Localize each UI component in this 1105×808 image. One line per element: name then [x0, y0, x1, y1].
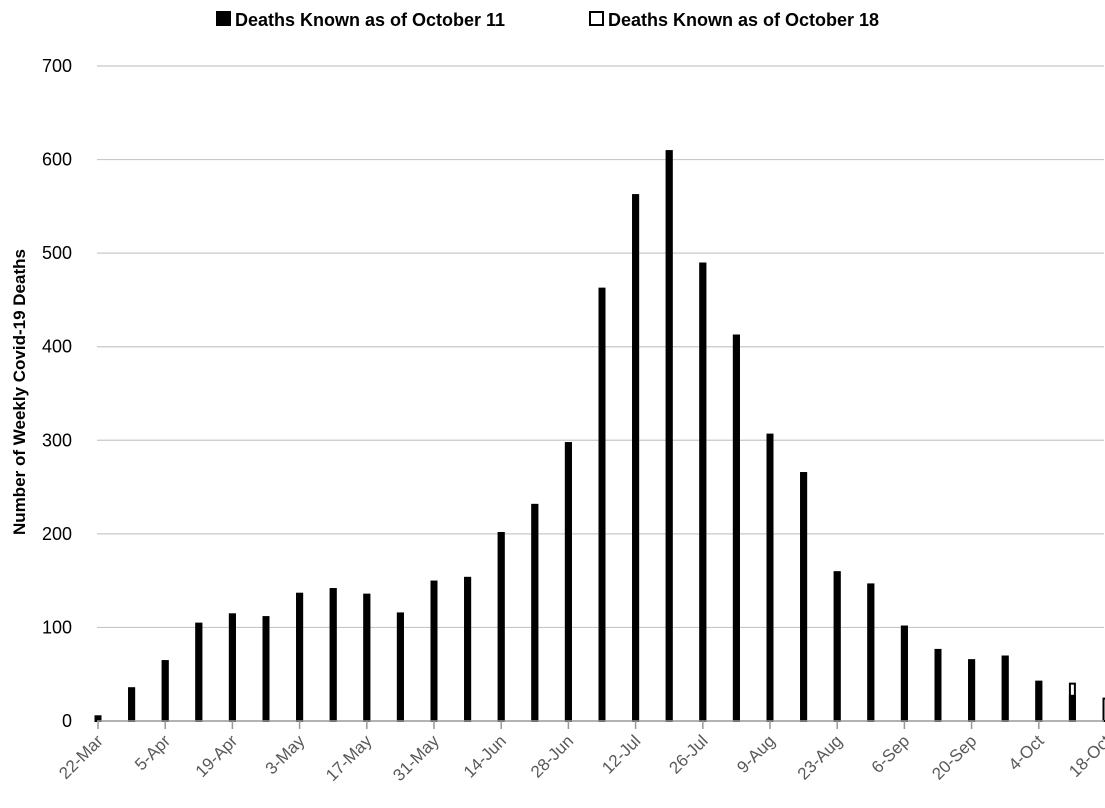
x-tick-label: 23-Aug — [794, 731, 846, 783]
x-tick-label: 4-Oct — [1005, 731, 1048, 774]
x-tick-label: 9-Aug — [733, 731, 779, 777]
x-tick-label: 31-May — [389, 731, 443, 785]
y-tick-label: 100 — [42, 617, 72, 637]
bars — [95, 150, 1105, 721]
bar-oct-11 — [330, 588, 337, 721]
legend-swatch — [590, 12, 603, 25]
bar-oct-11 — [699, 263, 706, 722]
x-tick-label: 28-Jun — [527, 731, 577, 781]
bar-oct-11 — [296, 593, 303, 721]
bar-oct-11 — [431, 581, 438, 721]
y-tick-label: 200 — [42, 524, 72, 544]
bar-oct-11 — [128, 687, 135, 721]
bar-oct-11 — [666, 150, 673, 721]
legend: Deaths Known as of October 11 Deaths Know… — [217, 10, 879, 30]
bar-oct-11 — [498, 532, 505, 721]
bar-oct-11 — [733, 335, 740, 721]
bar-oct-11 — [195, 623, 202, 721]
x-tick-label: 19-Apr — [192, 731, 242, 781]
bar-oct-11 — [1002, 656, 1009, 722]
y-tick-label: 300 — [42, 430, 72, 450]
y-axis-title: Number of Weekly Covid-19 Deaths — [10, 249, 29, 535]
x-tick-label: 3-May — [262, 731, 309, 778]
bar-oct-11 — [867, 583, 874, 721]
bar-oct-11 — [263, 616, 270, 721]
x-tick-label: 26-Jul — [665, 731, 711, 777]
bar-oct-11 — [1035, 681, 1042, 721]
legend-label: Deaths Known as of October 11 — [235, 10, 505, 30]
bar-oct-11 — [901, 626, 908, 721]
y-tick-label: 400 — [42, 337, 72, 357]
y-tick-label: 0 — [62, 711, 72, 731]
x-tick-label: 17-May — [322, 731, 376, 785]
bar-oct-11 — [632, 194, 639, 721]
x-tick-label: 5-Apr — [131, 731, 174, 774]
x-tick-label: 22-Mar — [55, 731, 107, 783]
x-tick-label: 12-Jul — [598, 731, 644, 777]
bar-oct-11 — [834, 571, 841, 721]
bar-oct-11 — [531, 504, 538, 721]
y-tick-label: 700 — [42, 56, 72, 76]
bar-oct-11 — [162, 660, 169, 721]
x-tick-label: 20-Sep — [928, 731, 980, 783]
bar-oct-11 — [800, 472, 807, 721]
x-tick-label: 6-Sep — [868, 731, 914, 777]
x-tick-label: 18-Oct — [1065, 731, 1105, 781]
y-tick-label: 500 — [42, 243, 72, 263]
bar-oct-11 — [1069, 695, 1076, 721]
bar-oct-11 — [968, 659, 975, 721]
y-tick-label: 600 — [42, 150, 72, 170]
legend-swatch — [217, 12, 230, 25]
bar-oct-11 — [464, 577, 471, 721]
legend-label: Deaths Known as of October 18 — [608, 10, 879, 30]
bar-oct-11 — [767, 434, 774, 721]
bar-oct-11 — [935, 649, 942, 721]
x-tick-label: 14-Jun — [460, 731, 510, 781]
bar-oct-11 — [363, 594, 370, 721]
bar-oct-11 — [397, 612, 404, 721]
bar-oct-11 — [599, 288, 606, 721]
bar-oct-11 — [95, 715, 102, 721]
bar-oct-11 — [565, 442, 572, 721]
bar-oct-11 — [229, 613, 236, 721]
